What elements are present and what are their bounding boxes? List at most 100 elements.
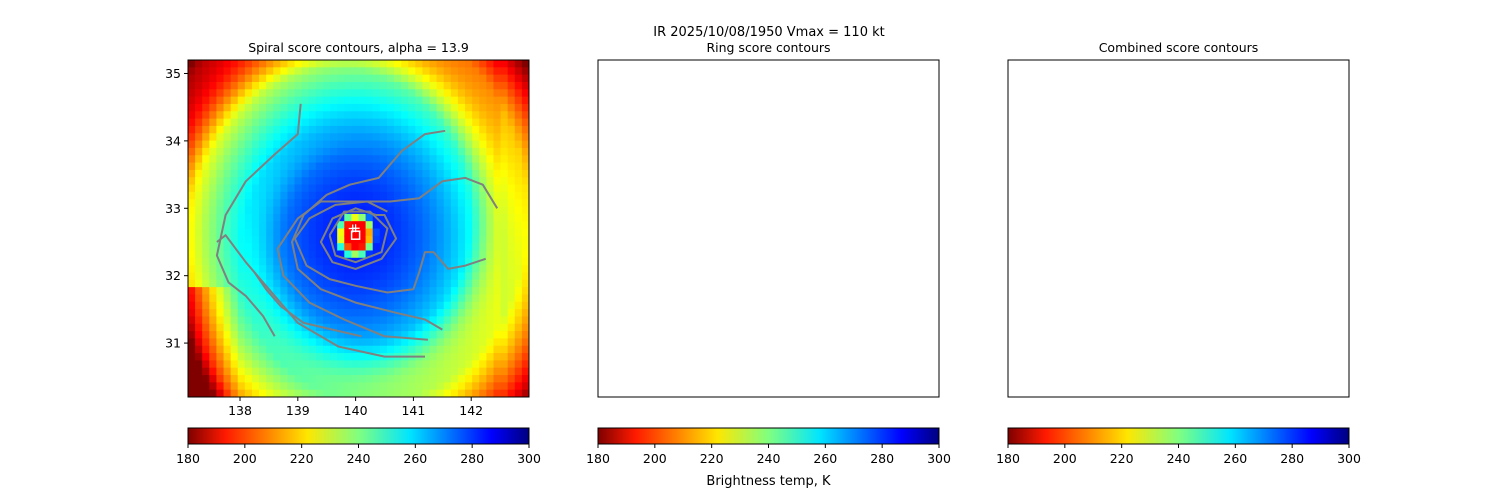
- heatmap-cell: [294, 74, 303, 83]
- heatmap-cell: [365, 191, 374, 200]
- heatmap-cell: [415, 309, 424, 318]
- heatmap-cell: [237, 140, 246, 149]
- heatmap-cell: [273, 155, 281, 164]
- heatmap-cell: [379, 301, 388, 310]
- heatmap-cell: [514, 287, 523, 296]
- heatmap-cell: [188, 125, 196, 134]
- heatmap-cell: [202, 331, 210, 339]
- heatmap-cell: [379, 265, 388, 274]
- heatmap-cell: [436, 265, 445, 274]
- heatmap-cell: [422, 257, 431, 266]
- heatmap-cell: [372, 89, 381, 98]
- heatmap-cell: [401, 345, 409, 354]
- heatmap-cell: [422, 191, 431, 200]
- heatmap-cell: [443, 147, 452, 156]
- heatmap-cell: [415, 118, 424, 127]
- heatmap-cell: [386, 191, 395, 200]
- heatmap-cell: [287, 133, 296, 142]
- heatmap-cell: [486, 353, 495, 361]
- heatmap-cell: [436, 67, 445, 76]
- heatmap-cell: [344, 367, 352, 376]
- heatmap-cell: [422, 287, 431, 296]
- heatmap-cell: [322, 301, 331, 310]
- heatmap-cell: [294, 331, 303, 339]
- heatmap-cell: [330, 316, 338, 325]
- heatmap-cell: [230, 206, 239, 215]
- heatmap-cell: [337, 89, 345, 98]
- heatmap-cell: [273, 89, 281, 98]
- heatmap-cell: [259, 111, 267, 120]
- heatmap-cell: [457, 213, 466, 222]
- heatmap-cell: [202, 147, 210, 156]
- heatmap-cell: [209, 74, 218, 83]
- heatmap-cell: [344, 74, 352, 83]
- heatmap-cell: [337, 257, 345, 266]
- heatmap-cell: [372, 309, 381, 318]
- heatmap-cell: [493, 316, 502, 325]
- heatmap-cell: [394, 140, 402, 149]
- heatmap-cell: [457, 316, 466, 325]
- heatmap-cell: [216, 243, 225, 252]
- heatmap-cell: [465, 316, 473, 325]
- heatmap-cell: [365, 353, 374, 361]
- heatmap-cell: [486, 235, 495, 244]
- heatmap-cell: [209, 375, 218, 383]
- heatmap-cell: [358, 345, 367, 354]
- heatmap-cell: [315, 89, 324, 98]
- heatmap-cell: [365, 235, 374, 244]
- heatmap-cell: [436, 375, 445, 383]
- heatmap-cell: [202, 67, 210, 76]
- heatmap-cell: [216, 287, 225, 296]
- heatmap-cell: [315, 243, 324, 252]
- heatmap-cell: [422, 228, 431, 237]
- heatmap-cell: [514, 279, 523, 288]
- heatmap-cell: [450, 345, 459, 354]
- heatmap-cell: [507, 243, 516, 252]
- heatmap-cell: [394, 279, 402, 288]
- heatmap-cell: [216, 338, 225, 347]
- heatmap-cell: [337, 206, 345, 215]
- heatmap-cell: [188, 213, 196, 222]
- heatmap-cell: [486, 287, 495, 296]
- heatmap-cell: [259, 155, 267, 164]
- heatmap-cell: [294, 67, 303, 76]
- heatmap-cell: [408, 235, 416, 244]
- heatmap-cell: [493, 243, 502, 252]
- heatmap-cell: [521, 140, 529, 149]
- heatmap-cell: [202, 235, 210, 244]
- heatmap-cell: [251, 206, 260, 215]
- heatmap-cell: [415, 272, 424, 281]
- heatmap-cell: [337, 360, 345, 369]
- heatmap-cell: [223, 301, 232, 310]
- heatmap-cell: [287, 353, 296, 361]
- heatmap-cell: [436, 111, 445, 120]
- heatmap-cell: [394, 316, 402, 325]
- heatmap-cell: [230, 169, 239, 178]
- heatmap-cell: [188, 345, 196, 354]
- heatmap-cell: [244, 81, 253, 90]
- colorbar-label: Brightness temp, K: [706, 474, 831, 489]
- heatmap-cell: [415, 199, 424, 208]
- heatmap-cell: [465, 375, 473, 383]
- heatmap-cell: [244, 155, 253, 164]
- heatmap-cell: [209, 294, 218, 303]
- heatmap-cell: [301, 60, 310, 68]
- heatmap-cell: [237, 287, 246, 296]
- heatmap-cell: [216, 345, 225, 354]
- heatmap-cell: [259, 272, 267, 281]
- heatmap-cell: [429, 257, 438, 266]
- heatmap-cell: [450, 191, 459, 200]
- heatmap-cell: [195, 133, 203, 142]
- heatmap-cell: [521, 147, 529, 156]
- heatmap-cell: [429, 345, 438, 354]
- heatmap-cell: [244, 323, 253, 332]
- heatmap-cell: [195, 250, 203, 259]
- heatmap-cell: [308, 221, 317, 230]
- heatmap-cell: [188, 96, 196, 105]
- heatmap-cell: [287, 125, 296, 134]
- heatmap-cell: [195, 125, 203, 134]
- heatmap-cell: [344, 221, 352, 230]
- heatmap-cell: [322, 294, 331, 303]
- heatmap-cell: [507, 301, 516, 310]
- heatmap-cell: [358, 221, 367, 230]
